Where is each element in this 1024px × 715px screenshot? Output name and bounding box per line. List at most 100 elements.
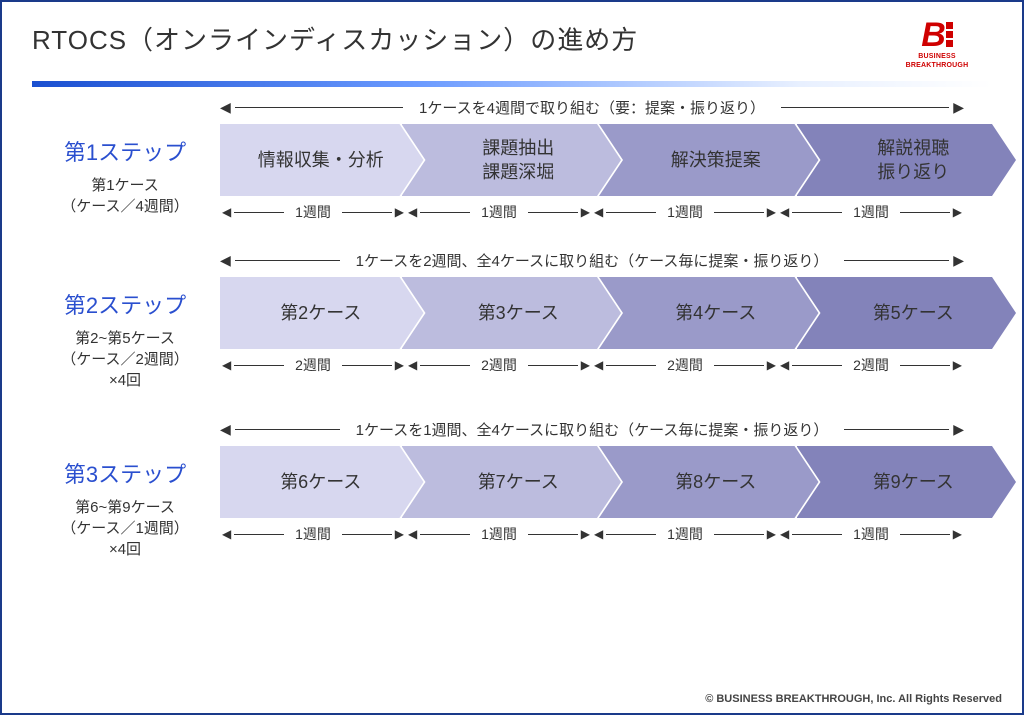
arrow-right-icon: ▶: [395, 205, 404, 219]
arrow-left-icon: ◀: [408, 527, 417, 541]
overline: ◀1ケースを1週間、全4ケースに取り組む（ケース毎に提案・振り返り）▶: [220, 419, 994, 440]
arrow-left-icon: ◀: [222, 205, 231, 219]
chevron-stage: 解決策提案: [599, 124, 819, 196]
logo-sub1: BUSINESS: [882, 53, 992, 60]
arrow-left-icon: ◀: [780, 358, 789, 372]
chevron-stage: 課題抽出課題深堀: [402, 124, 622, 196]
duration-segment: ◀ 1週間 ▶: [592, 202, 778, 222]
duration-text: 2週間: [659, 355, 711, 375]
arrow-right-icon: ▶: [395, 527, 404, 541]
arrow-left-icon: ◀: [222, 358, 231, 372]
duration-row: ◀ 1週間 ▶ ◀ 1週間 ▶ ◀ 1週間 ▶ ◀ 1週間 ▶: [220, 202, 994, 222]
step-body: ◀ 1ケースを4週間で取り組む（要：提案・振り返り） ▶ 情報収集・分析課題抽出課題深…: [220, 97, 994, 222]
arrow-right-icon: ▶: [767, 205, 776, 219]
step-label: 第2ステップ第2~第5ケース（ケース／2週間）×4回: [30, 250, 220, 391]
step-title: 第3ステップ: [30, 457, 220, 489]
arrow-left-icon: ◀: [222, 527, 231, 541]
arrow-right-icon: ▶: [581, 358, 590, 372]
duration-segment: ◀ 1週間 ▶: [778, 524, 964, 544]
chevron-stage: 解説視聴振り返り: [797, 124, 1017, 196]
duration-text: 2週間: [287, 355, 339, 375]
step-subtitle: （ケース／1週間）: [30, 518, 220, 539]
chevron-stage: 第9ケース: [797, 446, 1017, 518]
logo: B BUSINESS BREAKTHROUGH: [882, 20, 992, 69]
arrow-right-icon: ▶: [953, 99, 964, 116]
step-label: 第1ステップ第1ケース（ケース／4週間）: [30, 97, 220, 217]
arrow-left-icon: ◀: [780, 205, 789, 219]
overline-text: 1ケースを4週間で取り組む（要：提案・振り返り）: [407, 97, 777, 118]
logo-sub2: BREAKTHROUGH: [882, 62, 992, 69]
overline: ◀ 1ケースを4週間で取り組む（要：提案・振り返り） ▶: [220, 97, 994, 118]
step-subtitle: （ケース／4週間）: [30, 196, 220, 217]
arrow-right-icon: ▶: [953, 252, 964, 269]
step-title: 第2ステップ: [30, 288, 220, 320]
overline-text: 1ケースを2週間、全4ケースに取り組む（ケース毎に提案・振り返り）: [344, 250, 841, 271]
duration-segment: ◀ 2週間 ▶: [592, 355, 778, 375]
footer-copyright: © BUSINESS BREAKTHROUGH, Inc. All Rights…: [705, 693, 1002, 705]
step-subtitle: 第1ケース: [30, 175, 220, 196]
duration-text: 1週間: [659, 524, 711, 544]
duration-text: 1週間: [473, 202, 525, 222]
chevron-stage: 第3ケース: [402, 277, 622, 349]
arrow-left-icon: ◀: [408, 358, 417, 372]
step-subtitle: ×4回: [30, 370, 220, 391]
step-row: 第3ステップ第6~第9ケース（ケース／1週間）×4回◀1ケースを1週間、全4ケー…: [30, 419, 994, 560]
arrow-left-icon: ◀: [594, 358, 603, 372]
step-row: 第1ステップ第1ケース（ケース／4週間）◀1ケースを4週間で取り組む（要：提案・…: [30, 97, 994, 222]
duration-text: 1週間: [287, 202, 339, 222]
chevron-row: 第6ケース第7ケース第8ケース第9ケース: [220, 446, 994, 518]
step-subtitle: 第2~第5ケース: [30, 328, 220, 349]
step-body: ◀ 1ケースを1週間、全4ケースに取り組む（ケース毎に提案・振り返り） ▶ 第6ケース…: [220, 419, 994, 544]
arrow-right-icon: ▶: [767, 527, 776, 541]
duration-segment: ◀ 2週間 ▶: [778, 355, 964, 375]
duration-segment: ◀ 1週間 ▶: [220, 202, 406, 222]
overline-text: 1ケースを1週間、全4ケースに取り組む（ケース毎に提案・振り返り）: [344, 419, 841, 440]
arrow-right-icon: ▶: [953, 205, 962, 219]
overline: ◀ 1ケースを2週間、全4ケースに取り組む（ケース毎に提案・振り返り） ▶: [220, 250, 994, 271]
duration-segment: ◀ 1週間 ▶: [778, 202, 964, 222]
duration-text: 1週間: [659, 202, 711, 222]
arrow-left-icon: ◀: [408, 205, 417, 219]
chevron-row: 第2ケース第3ケース第4ケース第5ケース: [220, 277, 994, 349]
arrow-left-icon: ◀: [780, 527, 789, 541]
step-subtitle: ×4回: [30, 539, 220, 560]
arrow-left-icon: ◀: [220, 99, 231, 116]
chevron-stage: 第8ケース: [599, 446, 819, 518]
arrow-right-icon: ▶: [395, 358, 404, 372]
step-row: 第2ステップ第2~第5ケース（ケース／2週間）×4回◀1ケースを2週間、全4ケー…: [30, 250, 994, 391]
chevron-row: 情報収集・分析課題抽出課題深堀解決策提案解説視聴振り返り: [220, 124, 994, 196]
chevron-stage: 第6ケース: [220, 446, 424, 518]
arrow-right-icon: ▶: [581, 205, 590, 219]
logo-mark: B: [921, 16, 944, 54]
arrow-right-icon: ▶: [581, 527, 590, 541]
arrow-left-icon: ◀: [220, 421, 231, 438]
step-subtitle: 第6~第9ケース: [30, 497, 220, 518]
duration-segment: ◀ 1週間 ▶: [406, 524, 592, 544]
header: RTOCS（オンラインディスカッション）の進め方 B BUSINESS BREA…: [2, 2, 1022, 69]
duration-segment: ◀ 1週間 ▶: [406, 202, 592, 222]
chevron-stage: 第2ケース: [220, 277, 424, 349]
duration-text: 1週間: [287, 524, 339, 544]
duration-segment: ◀ 1週間 ▶: [592, 524, 778, 544]
duration-text: 1週間: [845, 202, 897, 222]
chevron-stage: 情報収集・分析: [220, 124, 424, 196]
duration-row: ◀ 1週間 ▶ ◀ 1週間 ▶ ◀ 1週間 ▶ ◀ 1週間 ▶: [220, 524, 994, 544]
duration-text: 1週間: [845, 524, 897, 544]
arrow-left-icon: ◀: [220, 252, 231, 269]
duration-text: 2週間: [473, 355, 525, 375]
duration-text: 1週間: [473, 524, 525, 544]
chevron-stage: 第4ケース: [599, 277, 819, 349]
duration-segment: ◀ 2週間 ▶: [406, 355, 592, 375]
step-subtitle: （ケース／2週間）: [30, 349, 220, 370]
page-title: RTOCS（オンラインディスカッション）の進め方: [32, 20, 638, 57]
duration-text: 2週間: [845, 355, 897, 375]
arrow-right-icon: ▶: [767, 358, 776, 372]
arrow-left-icon: ◀: [594, 527, 603, 541]
chevron-stage: 第7ケース: [402, 446, 622, 518]
arrow-left-icon: ◀: [594, 205, 603, 219]
logo-dots-icon: [946, 20, 953, 49]
arrow-right-icon: ▶: [953, 527, 962, 541]
step-body: ◀ 1ケースを2週間、全4ケースに取り組む（ケース毎に提案・振り返り） ▶ 第2ケース…: [220, 250, 994, 375]
chevron-stage: 第5ケース: [797, 277, 1017, 349]
arrow-right-icon: ▶: [953, 358, 962, 372]
